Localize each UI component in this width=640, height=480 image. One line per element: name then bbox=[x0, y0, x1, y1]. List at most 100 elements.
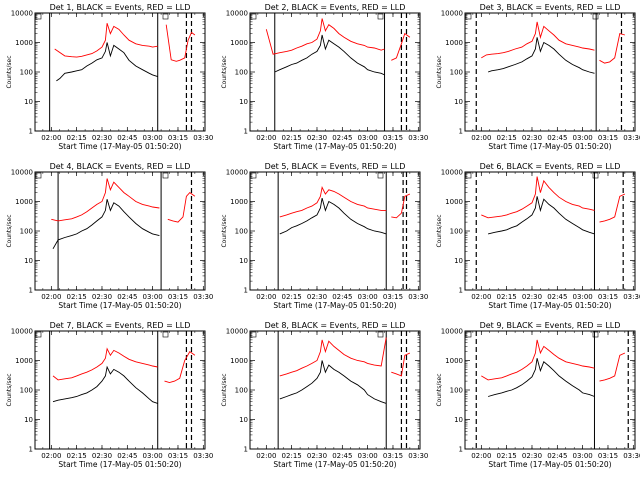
series-line-red bbox=[265, 18, 411, 61]
x-tick-label: 02:00 bbox=[41, 293, 61, 301]
y-tick-label: 10000 bbox=[441, 169, 463, 177]
plot-frame bbox=[464, 330, 636, 450]
x-tick-label: 03:15 bbox=[383, 134, 403, 142]
plot-frame bbox=[464, 12, 636, 132]
x-tick-label: 02:45 bbox=[117, 452, 137, 460]
y-axis-label: Counts/sec bbox=[221, 214, 228, 247]
y-tick-label: 1000 bbox=[445, 198, 463, 206]
x-tick-label: 03:30 bbox=[408, 293, 428, 301]
x-tick-label: 02:45 bbox=[547, 452, 567, 460]
x-tick-label: 03:00 bbox=[143, 293, 163, 301]
x-tick-label: 02:30 bbox=[522, 134, 542, 142]
corner-marker bbox=[377, 172, 384, 179]
x-tick-label: 02:15 bbox=[497, 134, 517, 142]
plot-title: Det 8, BLACK = Events, RED = LLD bbox=[265, 321, 406, 330]
x-tick-label: 03:15 bbox=[383, 452, 403, 460]
x-tick-label: 03:30 bbox=[193, 134, 213, 142]
series-line-black bbox=[52, 199, 160, 250]
plot-frame bbox=[34, 330, 206, 450]
x-tick-label: 02:15 bbox=[67, 452, 87, 460]
y-tick-label: 100 bbox=[450, 69, 463, 77]
x-tick-label: 02:30 bbox=[522, 452, 542, 460]
x-tick-label: 02:15 bbox=[282, 293, 302, 301]
corner-marker bbox=[592, 172, 599, 179]
x-tick-label: 03:30 bbox=[623, 293, 640, 301]
y-tick-label: 100 bbox=[20, 228, 33, 236]
x-tick-label: 02:45 bbox=[547, 293, 567, 301]
x-tick-label: 02:00 bbox=[471, 452, 491, 460]
corner-marker bbox=[162, 172, 169, 179]
x-tick-label: 03:30 bbox=[623, 134, 640, 142]
x-tick-label: 02:15 bbox=[67, 293, 87, 301]
x-tick-label: 02:30 bbox=[307, 293, 327, 301]
detector-plot-1: Det 1, BLACK = Events, RED = LLD Counts/s… bbox=[6, 3, 213, 151]
y-tick-label: 10000 bbox=[441, 328, 463, 336]
y-tick-label: 1000 bbox=[230, 357, 248, 365]
x-tick-label: 03:15 bbox=[383, 293, 403, 301]
x-tick-label: 02:45 bbox=[117, 134, 137, 142]
y-tick-label: 1 bbox=[244, 287, 248, 295]
y-tick-label: 100 bbox=[20, 69, 33, 77]
y-tick-label: 10 bbox=[454, 257, 463, 265]
x-tick-label: 02:15 bbox=[282, 134, 302, 142]
x-axis-label: Start Time (17-May-05 01:50:20) bbox=[58, 142, 181, 151]
detector-plot-3: Det 3, BLACK = Events, RED = LLD Counts/s… bbox=[436, 3, 640, 151]
series-line-black bbox=[274, 34, 385, 76]
corner-marker bbox=[250, 13, 257, 20]
x-axis-label: Start Time (17-May-05 01:50:20) bbox=[58, 460, 181, 469]
y-tick-label: 1 bbox=[459, 128, 463, 136]
y-tick-label: 10000 bbox=[11, 169, 33, 177]
x-tick-label: 03:15 bbox=[598, 293, 618, 301]
y-tick-label: 1 bbox=[459, 446, 463, 454]
x-axis-label: Start Time (17-May-05 01:50:20) bbox=[273, 301, 396, 310]
x-tick-label: 02:30 bbox=[92, 293, 112, 301]
y-tick-label: 10000 bbox=[226, 169, 248, 177]
y-tick-label: 10000 bbox=[441, 10, 463, 18]
series-line-red bbox=[481, 339, 626, 382]
y-axis-label: Counts/sec bbox=[6, 214, 13, 247]
plot-title: Det 9, BLACK = Events, RED = LLD bbox=[480, 321, 621, 330]
detector-plot-9: Det 9, BLACK = Events, RED = LLD Counts/s… bbox=[436, 321, 640, 469]
x-tick-label: 02:45 bbox=[117, 293, 137, 301]
y-tick-label: 10 bbox=[454, 98, 463, 106]
corner-marker bbox=[162, 331, 169, 338]
x-tick-label: 02:00 bbox=[256, 134, 276, 142]
plot-title: Det 2, BLACK = Events, RED = LLD bbox=[265, 3, 406, 12]
series-line-black bbox=[56, 42, 158, 82]
y-tick-label: 10 bbox=[239, 416, 248, 424]
x-tick-label: 02:30 bbox=[307, 134, 327, 142]
y-tick-label: 10000 bbox=[226, 10, 248, 18]
x-tick-label: 03:15 bbox=[598, 134, 618, 142]
x-tick-label: 03:15 bbox=[168, 452, 188, 460]
x-tick-label: 03:30 bbox=[193, 293, 213, 301]
x-axis-label: Start Time (17-May-05 01:50:20) bbox=[488, 142, 611, 151]
plot-frame bbox=[249, 171, 421, 291]
y-tick-label: 100 bbox=[20, 387, 33, 395]
y-tick-label: 10 bbox=[454, 416, 463, 424]
y-tick-label: 1 bbox=[29, 287, 33, 295]
plot-frame bbox=[249, 330, 421, 450]
x-tick-label: 02:15 bbox=[67, 134, 87, 142]
x-tick-label: 03:00 bbox=[143, 134, 163, 142]
x-axis-label: Start Time (17-May-05 01:50:20) bbox=[58, 301, 181, 310]
y-tick-label: 1 bbox=[29, 446, 33, 454]
corner-marker bbox=[592, 13, 599, 20]
x-tick-label: 03:00 bbox=[143, 452, 163, 460]
detector-plot-4: Det 4, BLACK = Events, RED = LLD Counts/s… bbox=[6, 162, 213, 310]
corner-marker bbox=[377, 331, 384, 338]
x-tick-label: 02:00 bbox=[256, 452, 276, 460]
series-line-black bbox=[279, 360, 387, 404]
x-tick-label: 02:45 bbox=[332, 452, 352, 460]
x-axis-label: Start Time (17-May-05 01:50:20) bbox=[488, 301, 611, 310]
y-axis-label: Counts/sec bbox=[436, 214, 443, 247]
y-tick-label: 10000 bbox=[11, 328, 33, 336]
x-tick-label: 03:00 bbox=[358, 452, 378, 460]
x-axis-label: Start Time (17-May-05 01:50:20) bbox=[273, 460, 396, 469]
y-tick-label: 100 bbox=[235, 387, 248, 395]
corner-marker bbox=[250, 331, 257, 338]
x-tick-label: 03:00 bbox=[358, 134, 378, 142]
plot-title: Det 3, BLACK = Events, RED = LLD bbox=[480, 3, 621, 12]
plot-frame bbox=[34, 171, 206, 291]
series-line-red bbox=[52, 347, 196, 383]
